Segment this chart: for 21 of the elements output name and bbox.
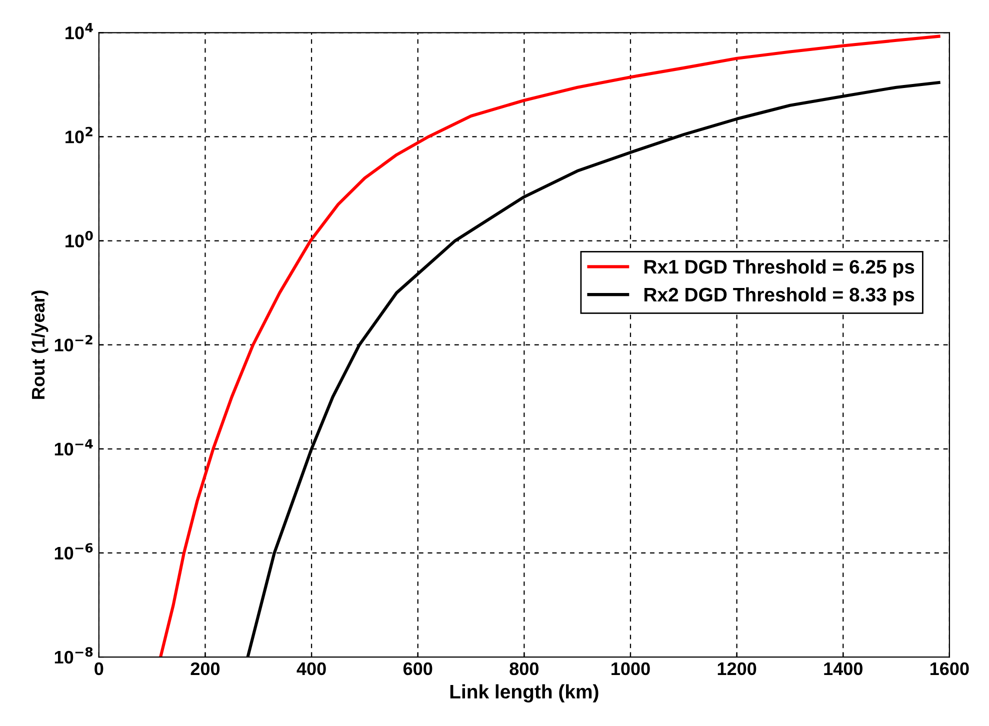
y-tick-label: 10$^{−8}$ (54, 647, 93, 664)
x-tick-label: 1400 (824, 662, 862, 676)
y-tick-label: 10$^{−2}$ (54, 334, 92, 352)
legend-label: Rx1 DGD Threshold = 6.25 ps (644, 259, 914, 278)
x-tick-label: 600 (403, 662, 432, 676)
y-axis-title: Rout (1/year) (31, 290, 48, 399)
x-tick-label: 1600 (930, 662, 969, 676)
x-tick-label: 1000 (612, 662, 650, 676)
x-tick-label: 200 (190, 662, 220, 676)
x-axis-title: Link length (km) (450, 684, 598, 702)
x-tick-label: 800 (510, 662, 538, 676)
y-tick-label: 10$^{−4}$ (54, 439, 93, 456)
line-series (159, 34, 940, 658)
x-tick-label: 1200 (718, 662, 756, 676)
legend-label: Rx2 DGD Threshold = 8.33 ps (644, 287, 914, 306)
y-tick-label: 10$^{4}$ (66, 22, 93, 40)
x-tick-label: 0 (94, 662, 104, 676)
y-tick-label: 10$^{0}$ (66, 230, 93, 248)
y-tick-label: 10$^{2}$ (66, 126, 92, 144)
x-tick-label: 400 (296, 662, 326, 676)
y-tick-label: 10$^{−6}$ (54, 543, 93, 560)
